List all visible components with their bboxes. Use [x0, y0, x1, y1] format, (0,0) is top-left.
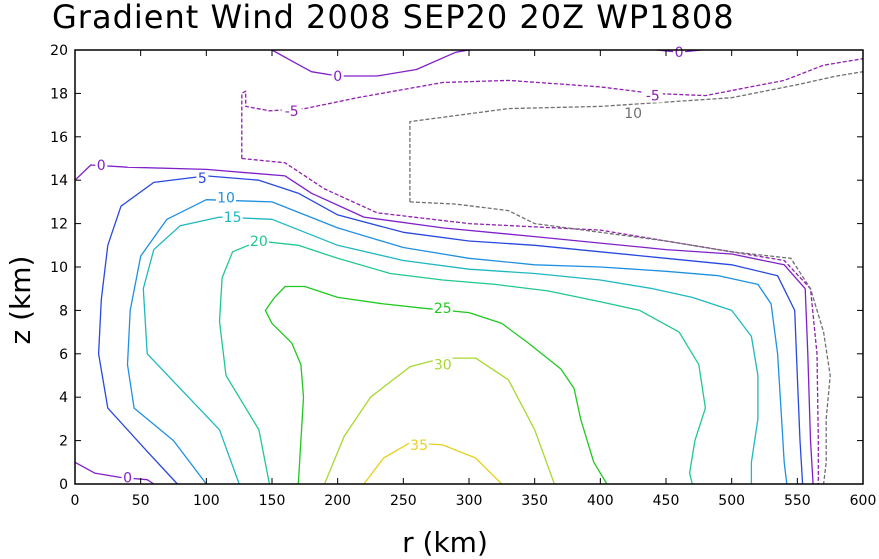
- y-tick-label: 14: [50, 173, 68, 189]
- x-tick-label: 350: [521, 493, 548, 509]
- contour-line-0-8: [74, 461, 155, 485]
- y-tick-label: 16: [50, 130, 68, 146]
- contour-label-background: [281, 103, 302, 118]
- contour-line-neg5-11: [241, 58, 864, 159]
- contour-label-background: [95, 158, 108, 173]
- contour-label-background: [623, 105, 644, 120]
- contour-label-background: [432, 301, 453, 316]
- x-axis-ticks: 0 50 100 150 200 250 300 350 400 450 500 550 600: [71, 50, 877, 509]
- y-tick-label: 10: [50, 260, 68, 276]
- x-tick-label: 0: [71, 493, 80, 509]
- contour-label-35: 35: [410, 438, 428, 454]
- contour-label-10: 10: [624, 106, 642, 122]
- x-tick-label: 200: [324, 493, 351, 509]
- y-tick-label: 4: [59, 390, 68, 406]
- contour-line-30-1: [323, 357, 556, 485]
- x-tick-label: 150: [259, 493, 286, 509]
- y-tick-label: 12: [50, 217, 68, 233]
- contour-line-0-9: [271, 49, 470, 77]
- y-axis-title: z (km): [4, 256, 37, 345]
- chart-title: Gradient Wind 2008 SEP20 20Z WP1808: [52, 0, 735, 36]
- contour-line-10-5: [126, 199, 788, 485]
- contour-line-10-14: [409, 201, 831, 485]
- y-axis-ticks: 0 2 4 6 8 10 12 14 16 18 20: [50, 43, 863, 493]
- contour-label-background: [642, 88, 663, 103]
- x-tick-label: 300: [456, 493, 483, 509]
- y-tick-label: 6: [59, 347, 68, 363]
- contour-label-background: [673, 45, 686, 60]
- contour-label-background: [432, 357, 453, 372]
- contour-label-background: [409, 437, 430, 452]
- x-tick-label: 50: [132, 493, 150, 509]
- contour-label-0: 0: [123, 470, 132, 486]
- contour-label-0: 0: [97, 158, 106, 174]
- plot-frame: [74, 49, 864, 485]
- x-tick-label: 600: [850, 493, 877, 509]
- contour-label-0: 0: [675, 45, 684, 61]
- contour-label-background: [196, 171, 209, 186]
- y-tick-label: 18: [50, 86, 68, 102]
- contour-label-0: 0: [333, 69, 342, 85]
- contour-label-neg5: -5: [285, 104, 299, 120]
- contour-label-10: 10: [217, 191, 235, 207]
- x-tick-label: 450: [653, 493, 680, 509]
- contour-line-10-13: [409, 71, 864, 202]
- contour-label-background: [222, 210, 243, 225]
- contour-label-5: 5: [198, 171, 207, 187]
- contour-line-35-0: [363, 442, 503, 485]
- contour-line-neg5-12: [241, 157, 819, 484]
- y-tick-label: 8: [59, 303, 68, 319]
- x-tick-label: 250: [390, 493, 417, 509]
- contour-label-15: 15: [224, 210, 242, 226]
- x-tick-label: 400: [587, 493, 614, 509]
- contour-label-background: [331, 69, 344, 84]
- contour-label-30: 30: [434, 358, 452, 374]
- contour-label-background: [216, 190, 237, 205]
- y-tick-label: 2: [59, 434, 68, 450]
- contour-label-20: 20: [250, 234, 268, 250]
- contour-lines: [74, 49, 864, 485]
- contour-line-5-6: [97, 175, 804, 485]
- contour-line-25-2: [264, 285, 608, 485]
- contour-line-15-4: [142, 216, 759, 485]
- y-tick-label: 20: [50, 43, 68, 59]
- contour-label-25: 25: [434, 301, 452, 317]
- contour-line-20-3: [218, 240, 707, 485]
- x-axis-title: r (km): [402, 526, 488, 559]
- x-tick-label: 100: [193, 493, 220, 509]
- contour-label-background: [121, 470, 134, 485]
- contour-label-background: [248, 233, 269, 248]
- y-tick-label: 0: [59, 477, 68, 493]
- x-tick-label: 550: [784, 493, 811, 509]
- contour-line-0-7: [74, 164, 814, 485]
- x-tick-label: 500: [718, 493, 745, 509]
- contour-label-neg5: -5: [646, 89, 660, 105]
